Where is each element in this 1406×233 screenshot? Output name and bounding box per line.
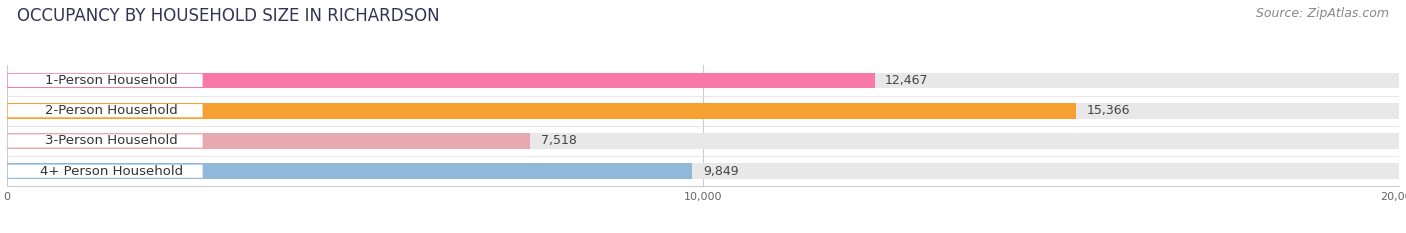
Text: OCCUPANCY BY HOUSEHOLD SIZE IN RICHARDSON: OCCUPANCY BY HOUSEHOLD SIZE IN RICHARDSO… — [17, 7, 440, 25]
Bar — [7, 103, 1399, 119]
Text: 9,849: 9,849 — [703, 165, 738, 178]
FancyBboxPatch shape — [7, 104, 202, 117]
Bar — [7, 103, 1077, 119]
Text: 3-Person Household: 3-Person Household — [45, 134, 177, 147]
Bar — [7, 72, 875, 88]
Text: 12,467: 12,467 — [886, 74, 928, 87]
Bar — [7, 163, 693, 179]
Bar — [7, 163, 1399, 179]
Text: 15,366: 15,366 — [1087, 104, 1130, 117]
Text: Source: ZipAtlas.com: Source: ZipAtlas.com — [1256, 7, 1389, 20]
FancyBboxPatch shape — [7, 165, 202, 178]
Text: 7,518: 7,518 — [541, 134, 576, 147]
Text: 2-Person Household: 2-Person Household — [45, 104, 177, 117]
Bar — [7, 133, 1399, 149]
Bar — [7, 72, 1399, 88]
Text: 4+ Person Household: 4+ Person Household — [39, 165, 183, 178]
FancyBboxPatch shape — [7, 74, 202, 87]
Bar — [7, 133, 530, 149]
Text: 1-Person Household: 1-Person Household — [45, 74, 177, 87]
FancyBboxPatch shape — [7, 134, 202, 147]
